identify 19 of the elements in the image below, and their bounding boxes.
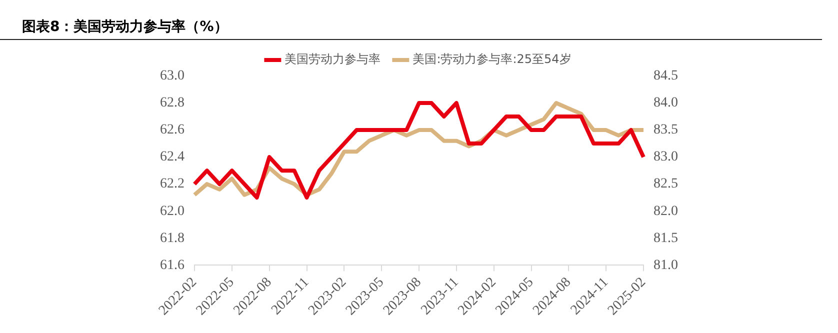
y-tick-label: 62.4	[160, 150, 184, 165]
y2-tick-label: 83.0	[654, 150, 678, 165]
y2-tick-label: 82.5	[654, 176, 678, 192]
legend-label: 美国:劳动力参与率:25至54岁	[412, 52, 572, 66]
y2-tick-label: 81.5	[654, 230, 678, 246]
y2-tick-label: 84.5	[654, 68, 678, 84]
chart-title: 图表8：美国劳动力参与率（%）	[0, 0, 822, 40]
y-tick-label: 62.6	[160, 122, 184, 138]
y-tick-label: 63.0	[160, 68, 184, 84]
y2-tick-label: 81.0	[654, 258, 678, 273]
legend-label: 美国劳动力参与率	[284, 52, 381, 66]
y2-tick-label: 82.0	[654, 204, 678, 219]
y-tick-label: 62.8	[160, 96, 184, 111]
y-tick-label: 62.0	[160, 204, 184, 219]
y-tick-label: 62.2	[160, 176, 184, 192]
y-tick-label: 61.6	[160, 258, 184, 273]
y2-tick-label: 83.5	[654, 122, 678, 138]
y2-tick-label: 84.0	[654, 96, 678, 111]
y-tick-label: 61.8	[160, 230, 184, 246]
